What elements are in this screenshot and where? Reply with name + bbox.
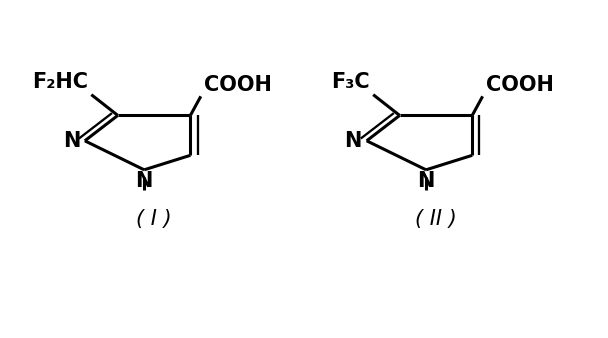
Text: N: N <box>136 171 153 191</box>
Text: ( I ): ( I ) <box>136 209 172 229</box>
Text: ( II ): ( II ) <box>415 209 457 229</box>
Text: N: N <box>417 171 435 191</box>
Text: N: N <box>345 131 362 151</box>
Text: F₃C: F₃C <box>331 72 370 92</box>
Text: COOH: COOH <box>204 75 272 95</box>
Text: COOH: COOH <box>486 75 553 95</box>
Text: F₂HC: F₂HC <box>32 72 88 92</box>
Text: N: N <box>63 131 80 151</box>
